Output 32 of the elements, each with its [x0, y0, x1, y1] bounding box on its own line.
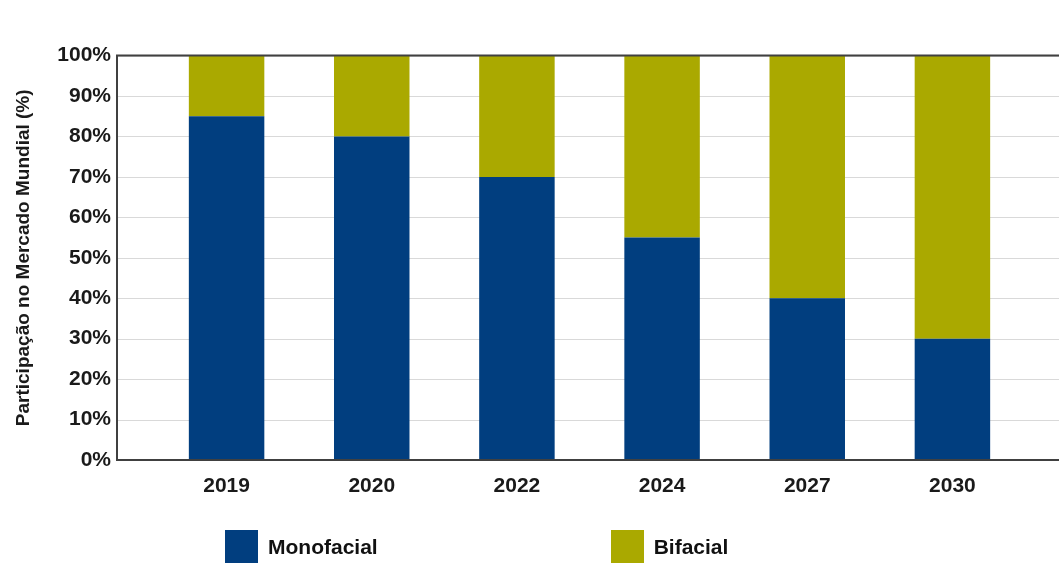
y-tick-label: 40% [68, 285, 112, 309]
legend-label: Bifacial [653, 534, 729, 559]
x-tick-label: 2030 [929, 473, 976, 497]
y-tick-label: 90% [68, 82, 112, 106]
y-tick-label: 50% [68, 244, 112, 268]
bar [334, 136, 410, 460]
x-tick-label: 2027 [783, 473, 831, 497]
x-tick-label: 2024 [638, 473, 686, 497]
y-tick-label: 30% [68, 325, 112, 349]
bar [188, 116, 265, 460]
x-tick-label: 2022 [493, 473, 541, 497]
bar [334, 55, 410, 137]
bar [479, 55, 555, 177]
bar [769, 55, 845, 299]
bar [914, 338, 991, 460]
bar [914, 55, 991, 339]
y-tick-label: 80% [68, 123, 112, 147]
y-tick-label: 0% [80, 446, 112, 470]
y-axis-title: Participação no Mercado Mundial (%) [11, 89, 33, 427]
bar [624, 237, 700, 460]
x-tick-label: 2019 [203, 473, 250, 497]
y-tick-label: 70% [68, 163, 112, 187]
y-tick-label: 100% [57, 42, 112, 66]
bar [479, 176, 555, 460]
legend-label: Monofacial [268, 534, 378, 559]
x-tick-label: 2020 [348, 473, 396, 497]
bar [188, 55, 265, 117]
bar [624, 55, 700, 238]
y-tick-label: 60% [68, 204, 112, 228]
y-tick-label: 10% [68, 406, 112, 430]
bar [769, 298, 845, 460]
y-tick-label: 20% [68, 365, 112, 389]
